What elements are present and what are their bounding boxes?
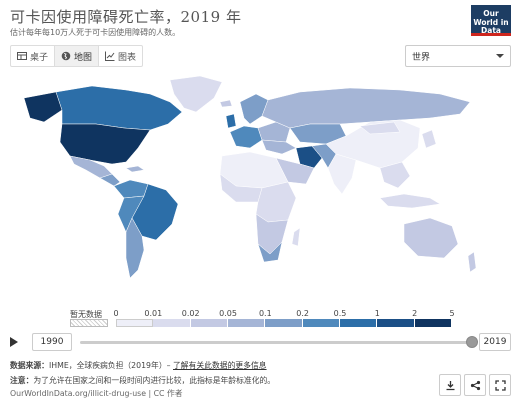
timeline-track[interactable] [80, 341, 472, 344]
download-icon [446, 380, 454, 390]
source-text: IHME，全球疾病负担（2019年）– [48, 361, 171, 370]
fullscreen-icon [494, 379, 506, 391]
source-link[interactable]: 了解有关此数据的更多信息 [173, 361, 267, 370]
timeline: 1990 2019 [0, 333, 520, 353]
country-south-africa[interactable] [257, 241, 283, 263]
source-label: 数据来源： [10, 361, 49, 370]
timeline-handle[interactable] [466, 336, 478, 348]
legend-bin[interactable] [302, 319, 340, 327]
color-legend: 0 0.01 0.02 0.05 0.1 0.2 0.5 1 2 5 [113, 309, 455, 329]
country-usa[interactable] [59, 123, 151, 165]
region-eastern-europe[interactable] [257, 121, 291, 143]
legend-no-data-swatch [70, 319, 108, 327]
tab-map-label: 地图 [74, 52, 93, 63]
globe-icon [61, 51, 71, 61]
chart-subtitle: 估计每年每10万人死于可卡因使用障碍的人数。 [10, 28, 181, 37]
legend-tick-label: 1 [374, 309, 380, 318]
country-mongolia[interactable] [359, 121, 401, 135]
region-central-africa[interactable] [255, 181, 297, 223]
region-western-europe[interactable] [229, 125, 263, 149]
legend-bin[interactable] [377, 319, 415, 327]
country-madagascar[interactable] [291, 227, 301, 247]
country-uk[interactable] [225, 113, 237, 129]
legend-bin[interactable] [265, 319, 303, 327]
fullscreen-button[interactable] [489, 374, 511, 396]
country-iran[interactable] [295, 145, 323, 169]
start-year-box[interactable]: 1990 [32, 333, 72, 351]
tab-table-label: 桌子 [30, 52, 49, 63]
legend-bin[interactable] [228, 319, 266, 327]
chevron-down-icon [496, 54, 504, 58]
tab-map[interactable]: 地图 [55, 46, 100, 66]
note-label: 注意： [10, 376, 34, 385]
legend-bin[interactable] [340, 319, 378, 327]
note-line: 注意：为了允许在国家之间和一段时间内进行比较，此指标是年龄标准化的。 [10, 375, 275, 386]
source-line: 数据来源：IHME，全球疾病负担（2019年）– 了解有关此数据的更多信息 [10, 360, 267, 371]
tab-chart[interactable]: 图表 [99, 46, 142, 66]
legend-bin[interactable] [414, 319, 452, 327]
region-east-asia-east[interactable] [421, 129, 437, 149]
table-icon [17, 52, 27, 60]
legend-tick-label: 0.2 [296, 309, 310, 318]
legend-tick-label: 0.1 [258, 309, 272, 318]
share-button[interactable] [464, 374, 486, 396]
chart-title: 可卡因使用障碍死亡率，2019 年 [10, 8, 242, 26]
region-select[interactable]: 世界 [405, 45, 511, 67]
world-map [23, 75, 477, 279]
region-southeast-asia[interactable] [379, 161, 411, 189]
country-australia[interactable] [403, 217, 459, 259]
play-button[interactable] [10, 337, 18, 347]
credit-line[interactable]: OurWorldInData.org/illicit-drug-use | CC… [10, 389, 183, 398]
share-icon [470, 380, 480, 390]
legend-tick-label: 0 [113, 309, 119, 318]
chart-icon [105, 51, 115, 61]
end-year-box[interactable]: 2019 [479, 333, 511, 351]
region-turkey[interactable] [261, 139, 297, 155]
legend-bin[interactable] [116, 319, 154, 327]
owid-logo[interactable]: Our World in Data [471, 5, 511, 36]
legend-tick-label: 2 [412, 309, 418, 318]
country-usa-alaska[interactable] [23, 91, 63, 123]
view-tabs: 桌子 地图 图表 [10, 45, 144, 67]
region-southern-cone[interactable] [125, 217, 145, 279]
legend-bin[interactable] [190, 319, 228, 327]
country-canada[interactable] [55, 85, 183, 131]
region-scandinavia[interactable] [239, 93, 269, 125]
legend-tick-label: 0.01 [144, 309, 163, 318]
tab-table[interactable]: 桌子 [11, 46, 56, 66]
region-select-value: 世界 [412, 52, 431, 63]
legend-tick-label: 0.05 [219, 309, 237, 318]
legend-no-data-label: 暂无数据 [70, 310, 102, 319]
country-new-zealand[interactable] [467, 251, 477, 273]
country-iceland[interactable] [219, 99, 233, 108]
note-text: 为了允许在国家之间和一段时间内进行比较，此指标是年龄标准化的。 [33, 376, 276, 385]
country-greenland[interactable] [169, 75, 223, 113]
legend-bin[interactable] [153, 319, 191, 327]
region-central-america[interactable] [99, 173, 121, 187]
download-button[interactable] [439, 374, 461, 396]
region-caribbean[interactable] [125, 165, 145, 173]
legend-tick-label: 0.5 [333, 309, 347, 318]
legend-tick-label: 0.02 [181, 309, 200, 318]
country-russia[interactable] [261, 87, 471, 129]
legend-tick-label: 5 [449, 309, 455, 318]
tab-chart-label: 图表 [118, 52, 137, 63]
region-indonesia[interactable] [379, 193, 441, 209]
